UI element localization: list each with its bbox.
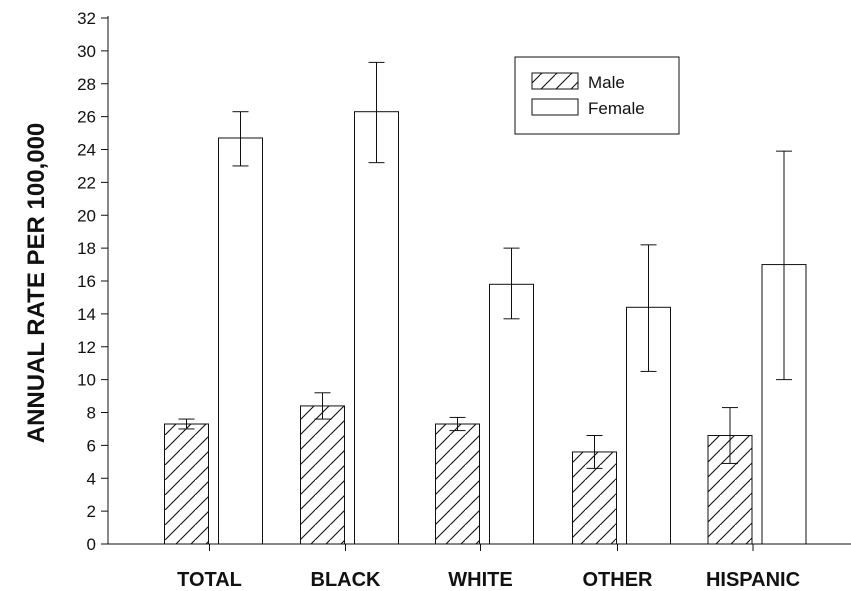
x-category-label: TOTAL (177, 569, 242, 591)
y-tick-label: 10 (77, 371, 96, 390)
y-tick-label: 2 (87, 502, 96, 521)
y-tick-label: 22 (77, 173, 96, 192)
y-tick-label: 26 (77, 108, 96, 127)
bar-female-total (218, 137, 263, 545)
bar-male-white (435, 423, 480, 545)
y-tick-label: 4 (87, 469, 96, 488)
legend: Male Female (514, 56, 680, 135)
error-bars-group (178, 61, 792, 469)
y-tick-label: 14 (77, 305, 96, 324)
y-tick-label: 20 (77, 206, 96, 225)
bar-female-white (489, 283, 534, 545)
y-tick-label: 28 (77, 75, 96, 94)
x-category-label: HISPANIC (706, 569, 800, 591)
y-tick-label: 16 (77, 272, 96, 291)
bar-female-black (354, 111, 399, 545)
legend-swatch-female (531, 98, 579, 116)
legend-swatch-male (531, 72, 579, 90)
x-axis: TOTAL BLACK WHITE OTHER HISPANIC (108, 543, 851, 591)
x-category-label: BLACK (311, 569, 382, 591)
x-category-label: OTHER (583, 569, 654, 591)
y-tick-label: 12 (77, 338, 96, 357)
bar-male-black (300, 405, 345, 545)
x-category-label: WHITE (448, 569, 512, 591)
legend-box (514, 56, 680, 135)
legend-label-male: Male (588, 73, 625, 92)
y-tick-label: 30 (77, 42, 96, 61)
bars-group (164, 111, 807, 545)
y-tick-label: 6 (87, 436, 96, 455)
y-tick-label: 18 (77, 239, 96, 258)
bar-male-total (164, 423, 209, 545)
legend-label-female: Female (588, 99, 645, 118)
y-axis-label: ANNUAL RATE PER 100,000 (23, 123, 50, 444)
y-tick-label: 32 (77, 9, 96, 28)
y-tick-label: 8 (87, 404, 96, 423)
y-tick-label: 24 (77, 141, 96, 160)
y-tick-label: 0 (87, 535, 96, 554)
